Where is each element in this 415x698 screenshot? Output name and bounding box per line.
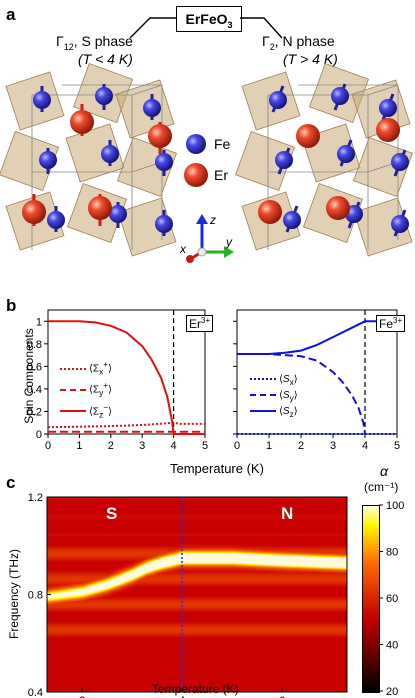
x-tick-label: 3 bbox=[330, 440, 336, 452]
panel-a-label: a bbox=[6, 5, 16, 24]
x-tick-label: 5 bbox=[202, 440, 208, 452]
axis-z-label: z bbox=[210, 213, 216, 227]
x-tick-label: 1 bbox=[76, 440, 82, 452]
left-temp-label: (T < 4 K) bbox=[78, 51, 133, 67]
er-atom bbox=[376, 118, 400, 142]
er-tag: Er3+ bbox=[186, 315, 214, 332]
fe-tag: Fe3+ bbox=[376, 315, 406, 332]
legend-er-label: Er bbox=[214, 167, 228, 183]
axis-triad bbox=[186, 214, 234, 263]
right-phase-label: Γ2, N phase bbox=[262, 33, 335, 52]
x-tick-label: 0 bbox=[45, 440, 51, 452]
fe-atom bbox=[39, 151, 57, 169]
fe-atom bbox=[269, 91, 287, 109]
x-tick-label: 0 bbox=[234, 440, 240, 452]
legend-sigma-x: ⟨Σx+⟩ bbox=[60, 357, 112, 378]
compound-title: ErFeO bbox=[185, 11, 228, 27]
colorbar-symbol: α bbox=[380, 463, 388, 479]
fe-atom bbox=[155, 153, 173, 171]
panel-c-y-label: Frequency (THz) bbox=[7, 548, 21, 640]
region-s-label: S bbox=[106, 504, 118, 523]
panel-c-x-label: Temperature (K) bbox=[152, 682, 239, 696]
colorbar-tick-label: 100 bbox=[386, 500, 404, 512]
x-tick-label: 1 bbox=[266, 440, 272, 452]
y-tick-label: 1.2 bbox=[28, 492, 43, 504]
legend-sz: ⟨Sz⟩ bbox=[250, 405, 298, 421]
panel-b-y-label: Spin Components bbox=[22, 328, 36, 424]
right-temp-label: (T > 4 K) bbox=[283, 51, 338, 67]
legend-sigma-y: ⟨Σy+⟩ bbox=[60, 378, 112, 399]
panel-c-label: c bbox=[6, 473, 16, 492]
colorbar-tick-label: 60 bbox=[386, 593, 398, 605]
left-crystal-structure bbox=[0, 63, 177, 257]
panel-b-x-label: Temperature (K) bbox=[170, 461, 264, 476]
title-connector-right bbox=[240, 17, 283, 39]
panel-b-right-legend: ⟨Sx⟩ ⟨Sy⟩ ⟨Sz⟩ bbox=[250, 373, 298, 421]
fe-atom bbox=[391, 215, 409, 233]
er-legend-ball bbox=[184, 163, 208, 187]
panel-a-graphic bbox=[0, 17, 413, 263]
y-tick-label: 1 bbox=[36, 316, 42, 328]
legend-sy: ⟨Sy⟩ bbox=[250, 389, 298, 405]
unit-cell-outline bbox=[267, 84, 399, 250]
fe-atom bbox=[331, 87, 349, 105]
fe-atom bbox=[391, 153, 409, 171]
y-tick-label: 0.4 bbox=[28, 687, 43, 698]
y-tick-label: 0.8 bbox=[28, 590, 43, 602]
er-atom bbox=[88, 196, 112, 220]
octahedron bbox=[0, 131, 59, 191]
axis-y-label: y bbox=[226, 235, 232, 249]
fe-atom bbox=[283, 211, 301, 229]
x-tick-label: 4 bbox=[171, 440, 177, 452]
right-crystal-structure bbox=[235, 63, 413, 257]
legend-sx: ⟨Sx⟩ bbox=[250, 373, 298, 389]
colorbar-tick-label: 80 bbox=[386, 547, 398, 559]
er-atom bbox=[258, 200, 282, 224]
er-atom bbox=[70, 110, 94, 134]
fe-atom bbox=[275, 151, 293, 169]
octahedron bbox=[235, 131, 295, 191]
y-tick-label: 0 bbox=[36, 429, 42, 441]
title-connector-left bbox=[129, 17, 176, 39]
series-line bbox=[237, 320, 397, 355]
axis-x-label: x bbox=[180, 242, 186, 256]
x-tick-label: 4 bbox=[362, 440, 368, 452]
series-line bbox=[47, 421, 205, 429]
fe-atom bbox=[337, 145, 355, 163]
er-atom bbox=[326, 196, 350, 220]
er-atom bbox=[148, 124, 172, 148]
unit-cell-outline bbox=[31, 84, 163, 250]
fe-atom bbox=[101, 145, 119, 163]
left-phase-label: Γ12, S phase bbox=[56, 33, 133, 52]
fe-atom bbox=[109, 205, 127, 223]
fe-atom bbox=[143, 99, 161, 117]
panel-b-label: b bbox=[6, 296, 17, 315]
fe-atom bbox=[379, 99, 397, 117]
fe-legend-ball bbox=[186, 134, 206, 154]
er-atom bbox=[22, 200, 46, 224]
panel-b-left-legend: ⟨Σx+⟩ ⟨Σy+⟩ ⟨Σz−⟩ bbox=[60, 357, 112, 421]
compound-title-box: ErFeO3 bbox=[176, 6, 242, 32]
panel-c-heatmap bbox=[47, 497, 347, 692]
x-tick-label: 2 bbox=[298, 440, 304, 452]
x-tick-label: 3 bbox=[139, 440, 145, 452]
fe-atom bbox=[47, 211, 65, 229]
colorbar-unit: (cm⁻¹) bbox=[364, 480, 399, 494]
fe-atom bbox=[155, 215, 173, 233]
legend-fe-label: Fe bbox=[214, 136, 231, 152]
compound-title-subscript: 3 bbox=[227, 19, 233, 30]
fe-atom bbox=[33, 91, 51, 109]
er-atom bbox=[296, 124, 320, 148]
colorbar bbox=[362, 505, 380, 693]
region-n-label: N bbox=[281, 504, 294, 523]
x-tick-label: 2 bbox=[108, 440, 114, 452]
colorbar-tick-label: 40 bbox=[386, 640, 398, 652]
fe-atom bbox=[95, 87, 113, 105]
legend-sigma-z: ⟨Σz−⟩ bbox=[60, 400, 112, 421]
colorbar-tick-label: 20 bbox=[386, 686, 398, 698]
x-tick-label: 5 bbox=[394, 440, 400, 452]
